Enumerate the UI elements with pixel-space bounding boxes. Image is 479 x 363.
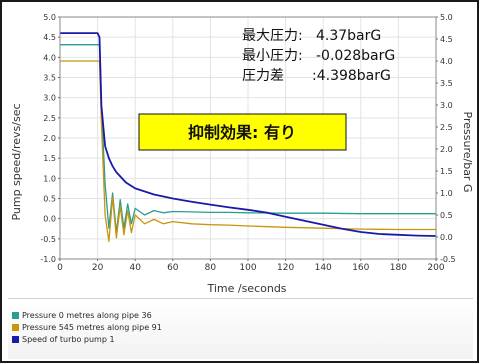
legend: Pressure 0 metres along pipe 36 Pressure…: [8, 298, 473, 359]
x-tick-label: 80: [205, 263, 217, 273]
y-tick-label-left: 2.5: [43, 114, 56, 123]
y-tick-label-right: 4.5: [440, 35, 453, 44]
x-axis-label: Time /seconds: [206, 282, 286, 295]
x-tick-label: 200: [427, 263, 444, 273]
y-tick-label-left: 4.0: [43, 53, 56, 62]
legend-label: Speed of turbo pump 1: [22, 335, 115, 344]
legend-swatch-teal: [12, 312, 19, 319]
y-tick-label-left: -0.5: [40, 235, 56, 244]
y-tick-label-right: 0.5: [440, 211, 453, 220]
x-tick-label: 100: [239, 263, 256, 273]
x-tick-label: 60: [167, 263, 179, 273]
stats-annotation: 最大圧力: 4.37barG 最小圧力: -0.028barG 圧力差 :4.3…: [242, 28, 395, 84]
max-pressure-value: 4.37barG: [316, 28, 381, 44]
y-tick-label-left: 0.5: [43, 195, 56, 204]
y-tick-label-left: 3.5: [43, 74, 56, 83]
y-tick-label-right: 3.0: [440, 101, 453, 110]
y-tick-label-left: 2.0: [43, 134, 56, 143]
y-tick-label-right: 2.5: [440, 123, 453, 132]
y-axis-label-right: Pressure/bar G: [461, 112, 474, 193]
y-axis-label-left: Pump speed/revs/sec: [10, 103, 23, 220]
legend-swatch-blue: [12, 336, 19, 343]
legend-item-pressure-0m: Pressure 0 metres along pipe 36: [12, 311, 152, 320]
y-tick-label-left: 4.5: [43, 33, 56, 42]
y-tick-label-right: 3.5: [440, 79, 453, 88]
x-tick-label: 40: [129, 263, 141, 273]
x-tick-label: 160: [352, 263, 369, 273]
effect-box: 抑制効果: 有り: [138, 113, 347, 151]
min-pressure-value: -0.028barG: [316, 48, 395, 64]
effect-label: 抑制効果: 有り: [188, 123, 296, 142]
legend-swatch-gold: [12, 324, 19, 331]
x-tick-label: 20: [92, 263, 104, 273]
series-line-1: [60, 60, 436, 243]
series-line-2: [60, 32, 437, 237]
y-tick-label-left: 1.5: [43, 154, 56, 163]
max-pressure-label: 最大圧力:: [242, 28, 303, 44]
y-tick-label-right: 0.0: [440, 233, 453, 242]
legend-label: Pressure 545 metres along pipe 91: [22, 323, 162, 332]
min-pressure-label: 最小圧力:: [242, 48, 303, 64]
effect-box-background: [138, 113, 347, 151]
y-tick-label-left: 5.0: [43, 13, 56, 22]
legend-item-pump-speed: Speed of turbo pump 1: [12, 335, 115, 344]
x-axis-ticks: 0 20 40 60 80 100 120 140 160 180 200: [57, 259, 445, 273]
y-tick-label-right: 5.0: [440, 13, 453, 22]
x-tick-label: 0: [57, 263, 63, 273]
right-axis-ticks: -0.5 0.0 0.5 1.0 1.5 2.0 2.5 3.0 3.5 4.0 4.5 5.0: [436, 13, 456, 264]
y-tick-label-left: -1.0: [40, 255, 56, 264]
y-tick-label-left: 0.0: [43, 215, 56, 224]
chart-svg: -1.0 -0.5 0.0 0.5 1.0 1.5 2.0 2.5 3.0 3.5 4.0 4.5 5.…: [10, 13, 474, 295]
y-tick-label-right: 4.0: [440, 57, 453, 66]
plot-border: [59, 16, 437, 260]
x-tick-label: 120: [277, 263, 294, 273]
x-tick-label: 140: [315, 263, 332, 273]
y-tick-label-right: -0.5: [440, 255, 456, 264]
legend-label: Pressure 0 metres along pipe 36: [22, 311, 152, 320]
y-tick-label-left: 3.0: [43, 94, 56, 103]
pressure-diff-label: 圧力差: [242, 68, 284, 84]
x-tick-label: 180: [390, 263, 407, 273]
series-line-0: [60, 44, 436, 234]
y-tick-label-right: 1.0: [440, 189, 453, 198]
legend-item-pressure-545m: Pressure 545 metres along pipe 91: [12, 323, 162, 332]
left-axis-ticks: -1.0 -0.5 0.0 0.5 1.0 1.5 2.0 2.5 3.0 3.5 4.0 4.5 5.…: [40, 13, 60, 264]
pressure-diff-value: :4.398barG: [312, 68, 391, 84]
series-group: [60, 32, 437, 243]
y-tick-label-right: 1.5: [440, 167, 453, 176]
y-tick-label-right: 2.0: [440, 145, 453, 154]
y-tick-label-left: 1.0: [43, 174, 56, 183]
